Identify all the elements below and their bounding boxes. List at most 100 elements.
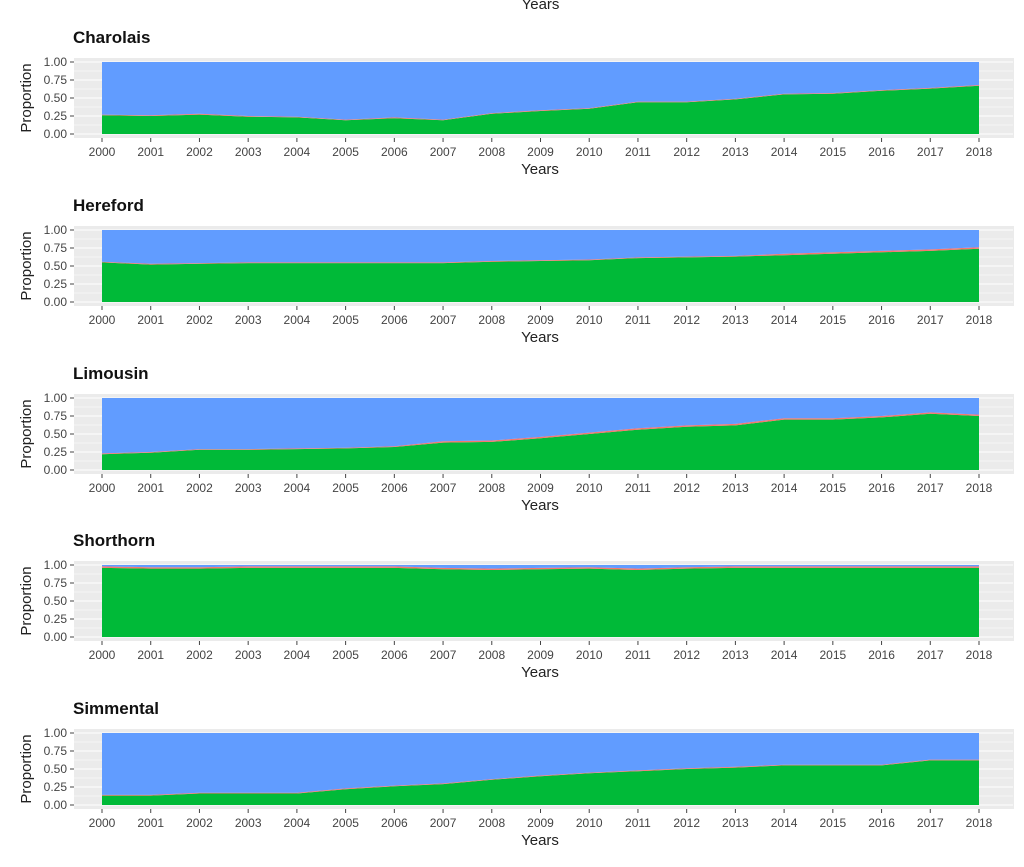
x-tick-label: 2016 bbox=[868, 816, 895, 830]
y-tick-label: 0.25 bbox=[44, 445, 68, 459]
y-tick-label: 0.25 bbox=[44, 612, 68, 626]
x-tick-label: 2008 bbox=[478, 145, 505, 159]
x-tick-label: 2001 bbox=[137, 481, 164, 495]
x-tick-label: 2010 bbox=[576, 481, 603, 495]
y-tick-label: 0.50 bbox=[44, 427, 68, 441]
x-tick-label: 2003 bbox=[235, 313, 262, 327]
x-tick-label: 2014 bbox=[771, 313, 798, 327]
x-tick-label: 2017 bbox=[917, 648, 944, 662]
x-tick-label: 2005 bbox=[332, 481, 359, 495]
x-tick-label: 2001 bbox=[137, 648, 164, 662]
y-tick-label: 1.00 bbox=[44, 726, 68, 740]
x-tick-label: 2015 bbox=[819, 816, 846, 830]
x-tick-label: 2008 bbox=[478, 481, 505, 495]
y-tick-label: 0.25 bbox=[44, 277, 68, 291]
x-tick-label: 2018 bbox=[966, 816, 993, 830]
x-tick-label: 2005 bbox=[332, 313, 359, 327]
x-axis-title: Years bbox=[521, 329, 559, 346]
x-tick-label: 2006 bbox=[381, 313, 408, 327]
x-tick-label: 2012 bbox=[673, 313, 700, 327]
y-tick-label: 0.75 bbox=[44, 409, 68, 423]
y-tick-label: 1.00 bbox=[44, 223, 68, 237]
area-series-1 bbox=[102, 85, 979, 134]
x-tick-label: 2011 bbox=[625, 313, 651, 327]
area-series-1 bbox=[102, 760, 979, 805]
y-tick-label: 1.00 bbox=[44, 391, 68, 405]
y-tick-label: 0.50 bbox=[44, 762, 68, 776]
x-tick-label: 2011 bbox=[625, 816, 651, 830]
x-tick-label: 2004 bbox=[284, 648, 311, 662]
area-series-2 bbox=[102, 566, 979, 570]
chart-svg: 0.00 0.25 0.50 0.75 1.00 2000 2001 2002 2003 2004… bbox=[18, 223, 1014, 346]
chart-panel-shorthorn: Shorthorn 0.00 0.25 0.50 0.75 1.00 2000 2001 200… bbox=[0, 531, 1024, 699]
x-tick-label: 2001 bbox=[137, 313, 164, 327]
x-tick-label: 2011 bbox=[625, 648, 651, 662]
chart-title: Simmental bbox=[73, 699, 159, 718]
x-tick-label: 2004 bbox=[284, 816, 311, 830]
x-tick-label: 2016 bbox=[868, 648, 895, 662]
y-tick-label: 0.50 bbox=[44, 594, 68, 608]
x-tick-label: 2011 bbox=[625, 481, 651, 495]
x-axis-title: Years bbox=[521, 832, 559, 849]
chart-svg: 0.00 0.25 0.50 0.75 1.00 2000 2001 2002 2003 2004… bbox=[18, 391, 1014, 514]
y-tick-label: 1.00 bbox=[44, 558, 68, 572]
x-tick-label: 2000 bbox=[89, 145, 116, 159]
chart-panel-hereford: Hereford 0.00 0.25 0.50 0.75 1.00 2000 2001 2002… bbox=[0, 196, 1024, 364]
x-tick-label: 2005 bbox=[332, 816, 359, 830]
x-tick-label: 2014 bbox=[771, 816, 798, 830]
top-axis-label: Years bbox=[521, 0, 560, 13]
x-tick-label: 2017 bbox=[917, 313, 944, 327]
x-tick-label: 2006 bbox=[381, 648, 408, 662]
x-tick-label: 2007 bbox=[430, 313, 457, 327]
y-tick-label: 0.25 bbox=[44, 780, 68, 794]
x-tick-label: 2009 bbox=[527, 481, 554, 495]
y-axis-title: Proportion bbox=[18, 399, 35, 468]
y-axis-title: Proportion bbox=[18, 566, 35, 635]
x-tick-label: 2007 bbox=[430, 648, 457, 662]
x-tick-label: 2018 bbox=[966, 648, 993, 662]
chart-svg: 0.00 0.25 0.50 0.75 1.00 2000 2001 2002 2003 2004… bbox=[18, 558, 1014, 681]
x-tick-label: 2002 bbox=[186, 481, 213, 495]
x-tick-label: 2005 bbox=[332, 145, 359, 159]
x-tick-label: 2010 bbox=[576, 648, 603, 662]
x-tick-label: 2006 bbox=[381, 145, 408, 159]
x-tick-label: 2012 bbox=[673, 481, 700, 495]
x-tick-label: 2013 bbox=[722, 145, 749, 159]
x-tick-label: 2006 bbox=[381, 481, 408, 495]
x-tick-label: 2014 bbox=[771, 145, 798, 159]
x-tick-label: 2010 bbox=[576, 145, 603, 159]
y-tick-label: 0.00 bbox=[44, 463, 68, 477]
x-tick-label: 2011 bbox=[625, 145, 651, 159]
area-series-2 bbox=[102, 412, 979, 455]
y-axis-title: Proportion bbox=[18, 63, 35, 132]
x-tick-label: 2018 bbox=[966, 481, 993, 495]
x-tick-label: 2013 bbox=[722, 481, 749, 495]
x-tick-label: 2015 bbox=[819, 145, 846, 159]
area-series-3 bbox=[102, 62, 979, 120]
x-tick-label: 2001 bbox=[137, 145, 164, 159]
chart-title: Limousin bbox=[73, 364, 149, 383]
y-tick-label: 0.00 bbox=[44, 798, 68, 812]
x-tick-label: 2009 bbox=[527, 145, 554, 159]
y-tick-label: 0.00 bbox=[44, 127, 68, 141]
x-tick-label: 2017 bbox=[917, 816, 944, 830]
x-tick-label: 2003 bbox=[235, 481, 262, 495]
area-series-3 bbox=[102, 565, 979, 569]
area-series-3 bbox=[102, 733, 979, 795]
x-tick-label: 2018 bbox=[966, 313, 993, 327]
area-series-1 bbox=[102, 567, 979, 637]
x-tick-label: 2013 bbox=[722, 313, 749, 327]
x-tick-label: 2008 bbox=[478, 313, 505, 327]
x-tick-label: 2014 bbox=[771, 481, 798, 495]
chart-panel-limousin: Limousin 0.00 0.25 0.50 0.75 1.00 2000 2001 2002… bbox=[0, 364, 1024, 532]
y-tick-label: 0.50 bbox=[44, 91, 68, 105]
x-tick-label: 2010 bbox=[576, 816, 603, 830]
x-tick-label: 2017 bbox=[917, 145, 944, 159]
y-tick-label: 0.75 bbox=[44, 576, 68, 590]
x-tick-label: 2013 bbox=[722, 816, 749, 830]
x-tick-label: 2009 bbox=[527, 313, 554, 327]
area-series-3 bbox=[102, 230, 979, 264]
y-tick-label: 0.00 bbox=[44, 295, 68, 309]
x-tick-label: 2006 bbox=[381, 816, 408, 830]
x-axis-title: Years bbox=[521, 664, 559, 681]
